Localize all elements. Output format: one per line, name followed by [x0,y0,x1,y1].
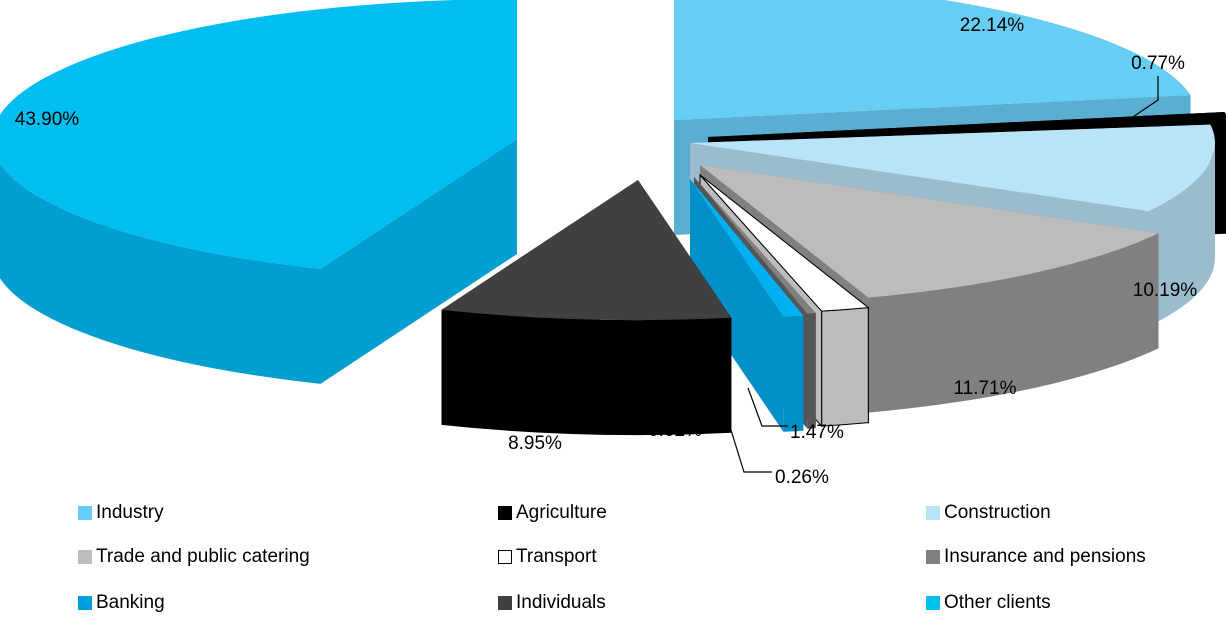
legend-label: Trade and public catering [96,546,310,567]
legend-item: Industry [78,502,164,524]
slice-top-face [708,111,1226,137]
slice-top-face [700,165,1159,298]
legend-swatch [926,550,940,564]
data-label: 22.14% [960,15,1025,36]
legend-swatch [926,596,940,610]
data-label: 0.26% [775,467,829,488]
leader-line [747,387,788,427]
legend-label: Construction [944,502,1051,523]
slice-outer-wall [783,315,804,432]
legend-item: Construction [926,502,1051,524]
pie-slice-other-clients [0,0,517,384]
slice-top-face [699,174,870,312]
legend-item: Transport [498,546,597,568]
data-label: 10.19% [1133,280,1198,301]
legend-item: Trade and public catering [78,546,310,568]
slice-outer-wall [1148,143,1215,327]
legend-label: Transport [516,546,597,567]
data-label: 0.77% [1131,53,1185,74]
legend-label: Banking [96,592,165,613]
slice-side-face [320,139,517,384]
data-label: 1.47% [790,422,844,443]
pie-slice-individuals [441,180,732,435]
slice-outer-wall [868,233,1159,413]
pie-slice-banking [690,179,804,432]
data-label: 8.95% [508,433,562,454]
data-label: 43.90% [15,109,80,130]
slice-outer-wall [807,313,816,429]
slice-top-face [694,177,816,314]
slice-top-face [674,0,1191,120]
data-label: 11.71% [953,378,1016,399]
data-label: 0.62% [648,420,702,441]
legend-item: Agriculture [498,502,607,524]
legend-swatch [498,506,512,520]
slice-outer-wall [441,309,732,435]
legend-swatch [498,550,512,564]
legend-swatch [926,506,940,520]
legend-item: Insurance and pensions [926,546,1146,568]
legend-item: Individuals [498,592,606,614]
slice-outer-wall [0,163,321,384]
leader-line [1117,76,1159,128]
slice-top-face [441,180,732,320]
slice-top-face [0,0,517,269]
slice-outer-wall [821,307,869,427]
slice-top-face [690,124,1215,212]
leader-line [717,387,772,473]
legend-label: Industry [96,502,164,523]
legend-swatch [498,596,512,610]
legend-item: Other clients [926,592,1051,614]
legend-swatch [78,506,92,520]
legend-swatch [78,596,92,610]
slice-top-face [690,179,804,317]
legend-swatch [78,550,92,564]
legend-label: Insurance and pensions [944,546,1146,567]
legend-label: Agriculture [516,502,607,523]
legend-item: Banking [78,592,165,614]
slice-side-face [690,179,784,432]
legend-label: Individuals [516,592,606,613]
legend-label: Other clients [944,592,1051,613]
